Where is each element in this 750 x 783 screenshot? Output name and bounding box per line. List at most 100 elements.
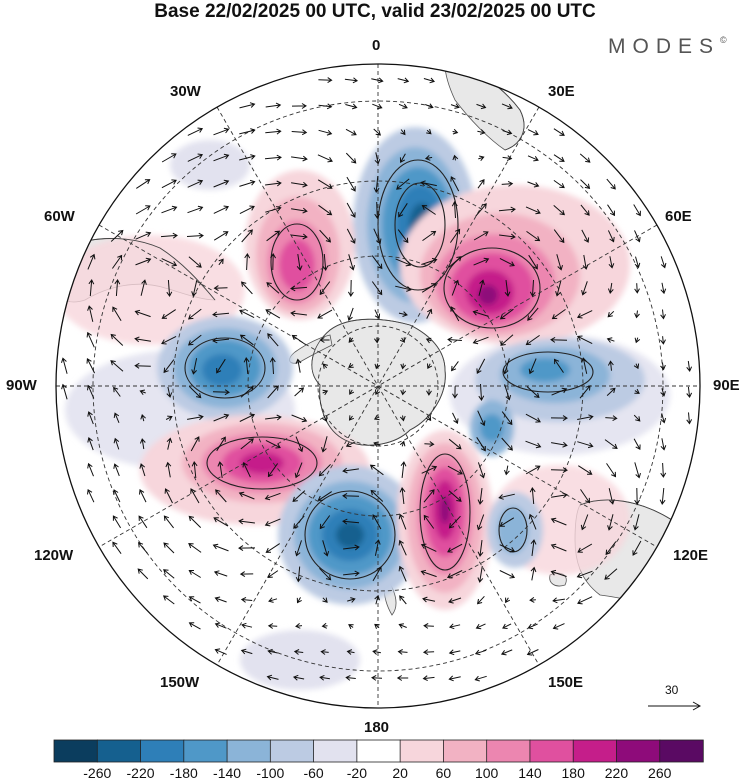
wind-vector <box>550 415 568 422</box>
wind-vector <box>213 570 228 577</box>
map-title: Base 22/02/2025 00 UTC, valid 23/02/2025… <box>154 1 596 22</box>
wind-vector <box>294 462 303 479</box>
colorbar-tick-label: -180 <box>169 765 198 781</box>
wind-vector <box>398 311 408 317</box>
wind-vector <box>477 129 486 135</box>
wind-vector <box>686 412 693 425</box>
wind-vector <box>372 649 381 655</box>
wind-vector <box>240 386 254 398</box>
wind-vector <box>166 279 173 297</box>
wind-vector <box>400 389 407 396</box>
wind-vector <box>344 77 359 84</box>
wind-vector <box>577 596 593 605</box>
wind-vector <box>322 253 329 271</box>
wind-vector <box>346 202 356 218</box>
wind-vector <box>448 490 462 502</box>
wind-vector <box>396 178 410 190</box>
anomaly-neg-southeast <box>487 492 543 568</box>
label-lon-60w: 60W <box>44 208 75 225</box>
label-lon-90e: 90E <box>713 377 740 394</box>
wind-vector <box>473 231 489 241</box>
wind-vector <box>397 229 409 244</box>
wind-vector <box>240 596 253 603</box>
wind-vector <box>553 358 564 373</box>
wind-vector <box>634 462 641 479</box>
wind-vector <box>139 438 146 450</box>
wind-vector <box>530 566 537 581</box>
wind-vector <box>528 513 537 530</box>
wind-vector <box>373 128 382 136</box>
wind-vector <box>422 230 437 242</box>
wind-vector <box>499 517 515 527</box>
wind-vector <box>188 570 201 578</box>
colorbar-tick-label: -20 <box>346 765 367 781</box>
wind-vector <box>527 623 538 630</box>
colorbar-swatch <box>399 739 445 763</box>
wind-vector <box>371 281 383 296</box>
wind-vector <box>294 387 305 397</box>
wind-vector <box>553 128 565 136</box>
wind-vector <box>448 675 461 682</box>
wind-vector <box>452 386 458 399</box>
wind-vector <box>447 543 463 553</box>
colorbar-tick-label: 220 <box>604 765 629 781</box>
wind-vector <box>373 414 380 421</box>
wind-vector <box>166 437 173 450</box>
wind-vector <box>527 155 539 162</box>
wind-vector <box>604 439 618 449</box>
wind-vector <box>140 279 147 296</box>
wind-vector <box>113 412 120 423</box>
wind-vector <box>187 334 202 346</box>
wind-vector <box>475 623 486 630</box>
wind-vector <box>576 310 593 319</box>
wind-vector <box>424 441 435 447</box>
wind-vector <box>348 337 354 343</box>
anomaly-neg-west <box>157 316 293 420</box>
wind-vector <box>164 488 173 504</box>
wind-vector <box>87 253 96 270</box>
wind-vector <box>113 437 120 450</box>
wind-vector <box>342 518 360 525</box>
wind-vector <box>582 254 589 270</box>
wind-vector <box>396 675 409 681</box>
wind-vector <box>291 103 307 109</box>
wind-vector <box>397 649 408 655</box>
wind-vector <box>137 568 149 580</box>
wind-vector <box>447 465 463 475</box>
wind-vector <box>525 413 541 423</box>
wind-vector <box>634 487 641 505</box>
label-lon-90w: 90W <box>6 377 37 394</box>
wind-vector <box>579 153 591 163</box>
wind-vector <box>265 414 282 421</box>
wind-vector <box>451 361 459 372</box>
label-lon-30w: 30W <box>170 83 201 100</box>
wind-vector <box>398 539 407 556</box>
wind-vector <box>686 386 693 399</box>
label-lon-120w: 120W <box>34 547 74 564</box>
wind-vector <box>551 308 566 320</box>
wind-vector <box>269 357 276 375</box>
wind-vector <box>347 597 356 603</box>
wind-vector <box>477 566 484 583</box>
wind-vector <box>606 387 616 396</box>
wind-vector <box>556 254 563 271</box>
wind-vector <box>213 413 230 422</box>
wind-vector <box>420 180 437 187</box>
wind-vector <box>270 253 277 271</box>
wind-vector <box>291 181 308 188</box>
wind-vector <box>214 622 227 629</box>
wind-vector <box>291 233 308 240</box>
wind-vector <box>318 463 331 477</box>
wind-vector <box>550 543 567 552</box>
wind-vector <box>605 415 618 422</box>
wind-vector <box>423 623 434 629</box>
wind-vector <box>319 674 330 681</box>
wind-vector <box>166 386 173 398</box>
wind-vector <box>112 306 122 322</box>
wind-vector <box>342 492 360 499</box>
wind-vector <box>348 254 355 271</box>
map-border <box>55 63 701 709</box>
wind-vector <box>295 566 302 583</box>
wind-vector <box>499 257 515 267</box>
wind-vector <box>188 386 202 399</box>
